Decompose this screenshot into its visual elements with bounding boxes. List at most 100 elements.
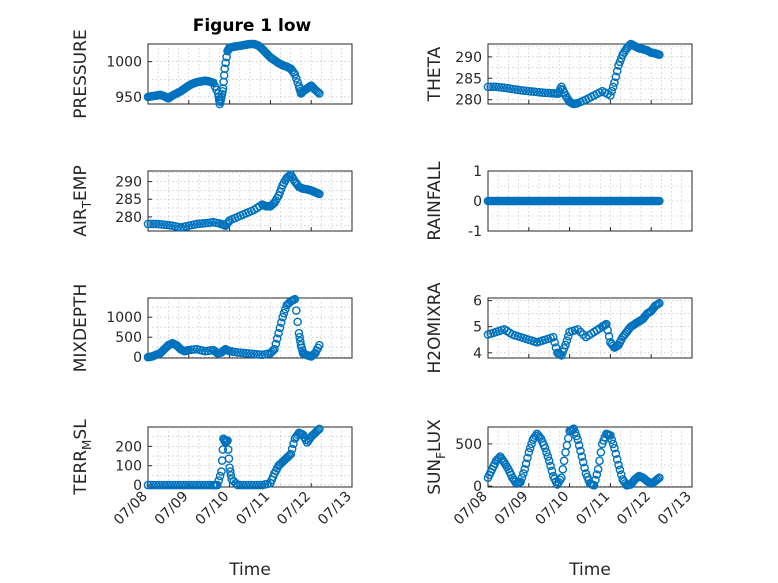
data-point xyxy=(233,348,243,357)
data-point xyxy=(558,464,568,474)
data-point xyxy=(483,82,493,92)
y-label-main: TERR xyxy=(71,450,91,496)
data-point xyxy=(215,471,225,481)
data-point xyxy=(548,332,558,342)
data-point xyxy=(562,336,572,345)
data-point xyxy=(591,475,600,485)
data-point xyxy=(195,219,204,229)
subplot-mixdepth: 0 500 1000 MIXDEPTH xyxy=(71,284,353,373)
x-tick-label: 07/13 xyxy=(655,489,695,529)
data-point xyxy=(576,446,585,456)
y-tick-label: 6 xyxy=(473,294,482,310)
data-point xyxy=(272,334,282,343)
data-point xyxy=(225,467,235,476)
data-point xyxy=(557,473,566,483)
data-point xyxy=(213,480,222,490)
data-point xyxy=(604,331,614,341)
data-point xyxy=(295,332,304,342)
data-point xyxy=(157,220,166,229)
y-label-rest: LUX xyxy=(425,419,445,452)
data-point xyxy=(521,459,531,468)
data-point xyxy=(249,349,259,359)
data-point xyxy=(286,449,296,459)
data-point xyxy=(578,330,588,339)
data-point xyxy=(236,348,245,357)
x-tick-label: 07/09 xyxy=(152,489,192,529)
data-point xyxy=(595,456,604,466)
x-tick-label: 07/10 xyxy=(193,489,233,529)
x-tick-label: 07/11 xyxy=(233,489,273,529)
data-point xyxy=(315,89,324,98)
data-point xyxy=(655,50,664,60)
data-point xyxy=(563,331,573,341)
data-point xyxy=(540,88,550,98)
data-point xyxy=(525,443,535,453)
y-axis-label: AIRTEMP xyxy=(71,165,94,236)
figure-title: Figure 1 low xyxy=(193,16,312,36)
data-point xyxy=(238,348,248,358)
data-point xyxy=(255,480,264,490)
data-point xyxy=(189,345,199,354)
data-point xyxy=(315,424,324,434)
y-axis-label: MIXDEPTH xyxy=(71,284,91,373)
data-point xyxy=(546,461,555,471)
y-tick-label: 200 xyxy=(115,439,142,455)
subplot-sun_flux: 0 500 07/08 07/09 07/10 07/11 07/12 07/13 Time SU… xyxy=(425,419,695,580)
data-point xyxy=(181,480,191,490)
y-label-subscript: F xyxy=(434,452,448,459)
y-label-rest: SL xyxy=(71,419,91,440)
data-point xyxy=(189,480,199,490)
data-point xyxy=(249,480,259,490)
data-point xyxy=(224,454,234,463)
data-point xyxy=(596,448,606,457)
data-point xyxy=(192,219,202,229)
data-point xyxy=(655,196,664,206)
data-point xyxy=(486,82,496,92)
x-tick-label: 07/10 xyxy=(533,489,573,529)
data-point xyxy=(535,432,544,442)
data-point xyxy=(520,464,530,474)
data-point xyxy=(179,480,188,490)
y-tick-label: -1 xyxy=(468,224,482,240)
y-tick-label: 0 xyxy=(473,194,482,210)
data-point xyxy=(290,294,300,304)
data-point xyxy=(143,480,153,490)
data-point xyxy=(542,448,551,457)
data-point xyxy=(244,349,253,358)
y-tick-label: 0 xyxy=(473,479,482,495)
y-tick-label: 5 xyxy=(473,320,482,336)
data-point xyxy=(200,480,210,490)
x-tick-label: 07/08 xyxy=(451,489,491,529)
y-tick-label: 0 xyxy=(133,350,142,366)
data-point xyxy=(154,480,164,490)
subplot-h2omixra: 4 5 6 H2OMIXRA xyxy=(425,282,693,374)
data-point xyxy=(603,325,612,335)
data-point xyxy=(160,480,169,490)
data-point xyxy=(312,86,321,96)
data-point xyxy=(524,448,534,457)
data-point xyxy=(255,350,264,359)
data-point xyxy=(550,338,559,347)
data-point xyxy=(293,317,302,327)
data-point xyxy=(223,436,232,445)
data-point xyxy=(241,348,251,358)
data-point xyxy=(274,328,283,338)
x-tick-label: 07/12 xyxy=(274,489,314,529)
data-point xyxy=(576,327,585,337)
data-point xyxy=(540,443,550,453)
data-point xyxy=(289,439,298,449)
y-tick-label: 1000 xyxy=(106,55,142,71)
data-point xyxy=(221,58,230,68)
data-point xyxy=(516,477,525,487)
data-point xyxy=(165,480,175,490)
subplot-theta: 280 285 290 THETA xyxy=(425,39,693,109)
data-point xyxy=(223,445,233,454)
data-point xyxy=(313,425,323,435)
data-point xyxy=(184,345,194,355)
data-point xyxy=(606,91,615,100)
data-point xyxy=(168,480,177,490)
data-point xyxy=(593,464,603,474)
data-point xyxy=(214,476,224,485)
data-point xyxy=(614,460,623,470)
